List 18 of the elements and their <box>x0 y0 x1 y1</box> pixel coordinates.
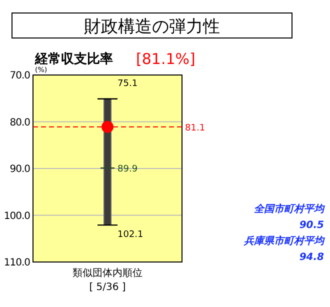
text: 全国市町村平均 <box>254 203 325 215</box>
y-tick-label: 80.0 <box>10 117 30 128</box>
text: 90.5 <box>299 220 324 231</box>
chart-title: 財政構造の弾力性 <box>84 17 220 37</box>
x-tick-label: 類似団体内順位 <box>72 267 142 279</box>
annotation: 89.9 <box>118 164 138 175</box>
annotation: 75.1 <box>118 78 138 89</box>
y-tick-label: 110.0 <box>4 258 30 268</box>
chart-subtitle: 経常収支比率 <box>34 51 113 67</box>
text: [81.1%] <box>136 50 196 68</box>
y-tick-label: 90.0 <box>10 164 30 175</box>
ref-line-label: 81.1 <box>185 123 206 134</box>
text: 94.8 <box>299 252 324 263</box>
y-tick-label: 70.0 <box>10 70 30 82</box>
text: 兵庫県市町村平均 <box>243 235 325 247</box>
annotation: 102.1 <box>118 230 144 240</box>
y-tick-label: 100.0 <box>4 210 30 222</box>
text: [ 5/36 ] <box>89 282 126 293</box>
